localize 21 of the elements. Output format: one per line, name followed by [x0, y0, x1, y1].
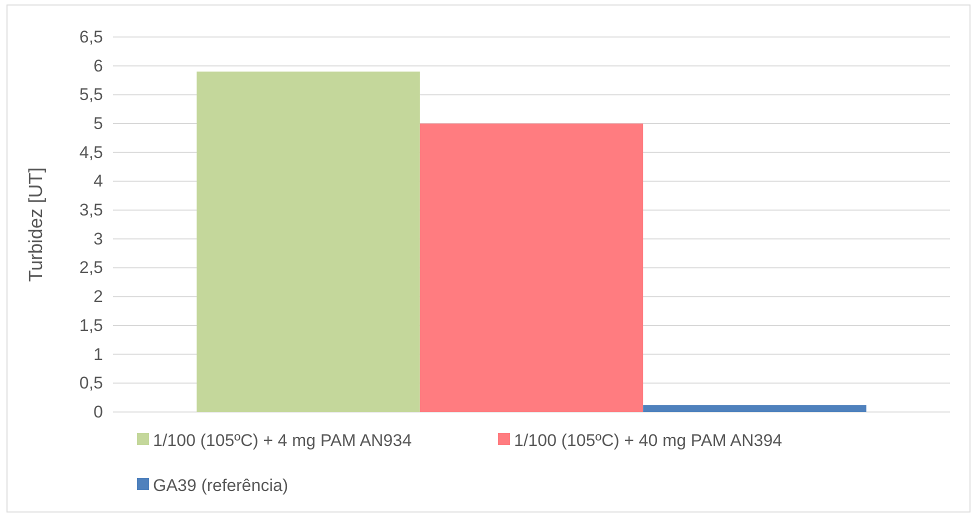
- y-tick-label: 3: [94, 229, 103, 248]
- legend-label: GA39 (referência): [153, 476, 288, 495]
- y-tick-label: 6: [94, 56, 103, 76]
- y-tick-label: 0: [94, 402, 103, 422]
- y-tick-label: 5: [94, 114, 103, 133]
- y-tick-label: 3,5: [79, 200, 103, 220]
- y-tick-label: 0,5: [79, 374, 103, 393]
- y-tick-label: 2: [94, 287, 103, 306]
- legend-label: 1/100 (105ºC) + 40 mg PAM AN394: [514, 431, 782, 450]
- bar: [196, 72, 420, 412]
- y-tick-label: 1,5: [79, 316, 103, 335]
- legend-label: 1/100 (105ºC) + 4 mg PAM AN934: [153, 431, 412, 450]
- y-tick-label: 6,5: [79, 27, 103, 46]
- y-tick-label: 5,5: [79, 85, 103, 104]
- y-tick-label: 4,5: [79, 142, 103, 162]
- bar: [420, 124, 644, 412]
- bar: [643, 405, 866, 412]
- y-tick-label: 2,5: [79, 258, 103, 278]
- y-axis-title: Turbidez [UT]: [26, 167, 47, 282]
- y-tick-label: 1: [94, 344, 103, 364]
- y-tick-label: 4: [94, 172, 103, 191]
